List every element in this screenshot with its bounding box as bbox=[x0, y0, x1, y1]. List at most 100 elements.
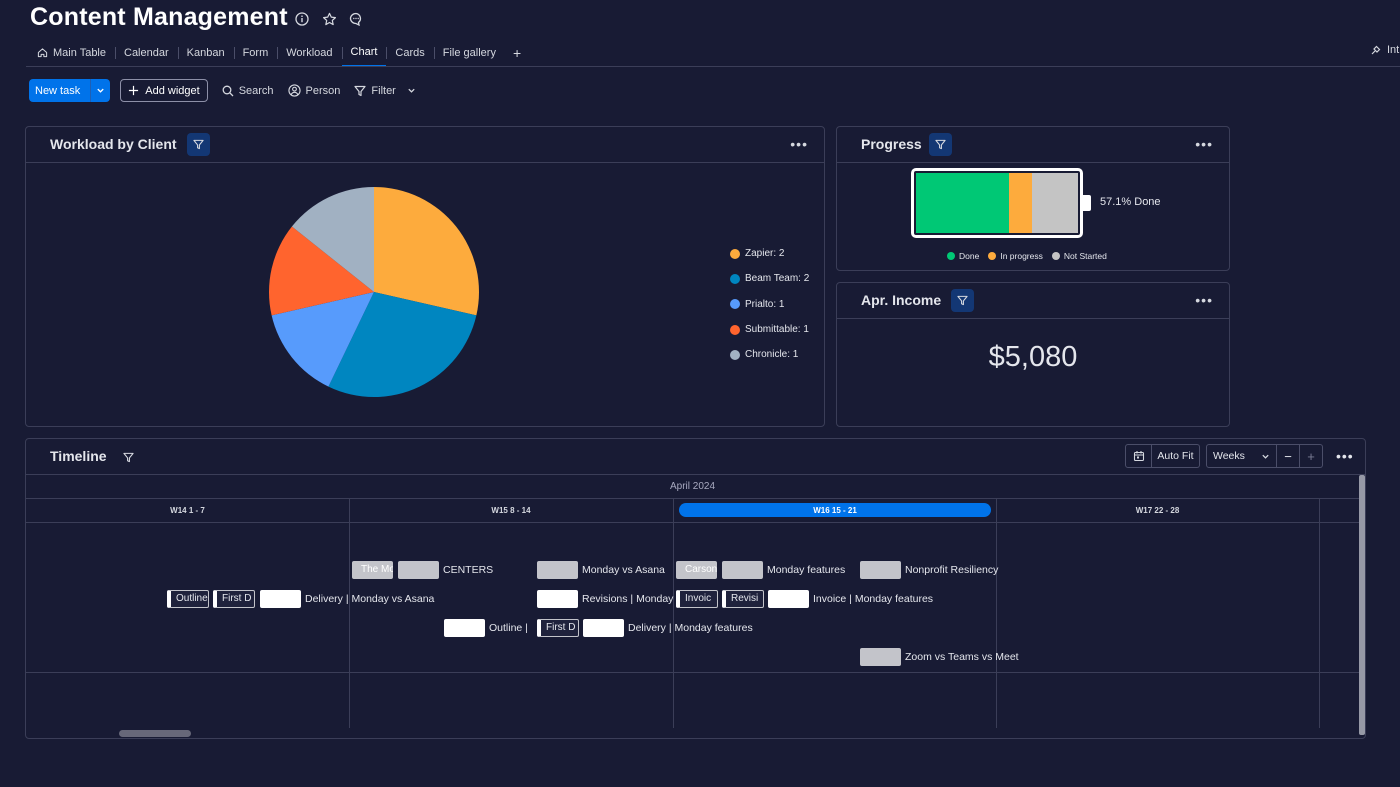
add-view-button[interactable]: + bbox=[512, 44, 522, 61]
tab-label: File gallery bbox=[442, 46, 496, 59]
pie-slice-prialto[interactable] bbox=[271, 292, 374, 387]
widget-filter-button[interactable] bbox=[951, 289, 974, 312]
tab-file-gallery[interactable]: File gallery bbox=[433, 38, 505, 67]
tab-cards[interactable]: Cards bbox=[386, 38, 433, 67]
week-divider bbox=[673, 499, 674, 728]
filter-icon bbox=[123, 452, 134, 463]
legend-swatch bbox=[947, 252, 955, 260]
filter-icon bbox=[957, 295, 968, 306]
widget-filter-button[interactable] bbox=[123, 450, 134, 468]
timeline-item-label[interactable]: Outline | bbox=[489, 622, 528, 634]
legend-swatch bbox=[730, 349, 740, 360]
widget-title: Timeline bbox=[50, 448, 107, 464]
timeline-item-chip[interactable] bbox=[537, 561, 578, 579]
income-value: $5,080 bbox=[988, 341, 1078, 373]
integrate-icon bbox=[1371, 45, 1381, 55]
auto-fit-button[interactable]: Auto Fit bbox=[1152, 444, 1200, 468]
integrate-button[interactable]: Int bbox=[1370, 44, 1399, 56]
timeline-item-label[interactable]: Delivery | Monday vs Asana bbox=[305, 593, 435, 605]
zoom-in-button[interactable]: + bbox=[1300, 444, 1323, 468]
filter-button[interactable]: Filter bbox=[354, 85, 415, 97]
legend-item: Zapier: 2 bbox=[730, 241, 809, 266]
plus-icon bbox=[129, 85, 139, 96]
info-icon[interactable] bbox=[293, 10, 311, 28]
tab-label: Workload bbox=[286, 46, 333, 59]
page-title: Content Management bbox=[30, 3, 288, 31]
tab-label: Kanban bbox=[186, 46, 225, 59]
tab-kanban[interactable]: Kanban bbox=[177, 38, 234, 67]
timeline-item-label[interactable]: Zoom vs Teams vs Meet bbox=[905, 651, 1019, 663]
legend-item: Submittable: 1 bbox=[730, 317, 809, 342]
timeline-item-label[interactable]: Revisions | Monday bbox=[582, 593, 674, 605]
add-widget-label: Add widget bbox=[145, 84, 200, 97]
progress-legend: Done In progress Not Started bbox=[947, 251, 1107, 261]
tab-workload[interactable]: Workload bbox=[277, 38, 341, 67]
timeline-item-chip[interactable] bbox=[860, 648, 901, 666]
star-icon[interactable] bbox=[320, 10, 338, 28]
timeline-item-chip[interactable]: The Mo bbox=[352, 561, 393, 579]
more-options-icon[interactable]: ••• bbox=[1336, 448, 1354, 464]
comment-icon[interactable] bbox=[347, 10, 365, 28]
tab-chart[interactable]: Chart bbox=[341, 38, 387, 67]
timeline-item-label[interactable]: Invoice | Monday features bbox=[813, 593, 934, 605]
timeline-item-label[interactable]: CENTERS bbox=[443, 564, 494, 576]
tab-main-table[interactable]: Main Table bbox=[28, 38, 115, 67]
widget-title: Progress bbox=[861, 136, 922, 152]
new-task-button[interactable]: New task bbox=[29, 79, 111, 102]
pie-slice-beam-team[interactable] bbox=[328, 292, 477, 397]
pie-slice-zapier[interactable] bbox=[374, 187, 479, 316]
chevron-down-icon[interactable] bbox=[407, 86, 416, 95]
battery-progress bbox=[911, 168, 1083, 238]
more-options-icon[interactable]: ••• bbox=[1195, 136, 1213, 152]
filter-icon bbox=[354, 85, 367, 96]
legend-item: Beam Team: 2 bbox=[730, 266, 809, 291]
more-options-icon[interactable]: ••• bbox=[790, 136, 808, 152]
horizontal-scrollbar[interactable] bbox=[119, 730, 191, 737]
legend-label: Beam Team: 2 bbox=[745, 273, 810, 285]
timeline-item-label[interactable]: Delivery | Monday features bbox=[628, 622, 753, 634]
timeline-item-chip[interactable]: First D bbox=[537, 619, 579, 637]
search-button[interactable]: Search bbox=[222, 85, 274, 97]
timeline-item-chip[interactable]: Revisi bbox=[722, 590, 764, 608]
timeline-item-chip[interactable] bbox=[722, 561, 763, 579]
legend-swatch bbox=[988, 252, 997, 260]
zoom-out-button[interactable]: − bbox=[1277, 444, 1300, 468]
week-header-current: W16 15 - 21 bbox=[679, 503, 991, 517]
widget-filter-button[interactable] bbox=[187, 133, 210, 156]
progress-in-progress-fill bbox=[1008, 173, 1032, 233]
today-button[interactable] bbox=[1125, 444, 1152, 468]
week-divider bbox=[996, 499, 997, 728]
timeline-item-chip[interactable] bbox=[860, 561, 901, 579]
tab-form[interactable]: Form bbox=[233, 38, 278, 67]
legend-swatch bbox=[730, 324, 740, 335]
battery-cap bbox=[1083, 195, 1091, 211]
scale-select[interactable]: Weeks bbox=[1206, 444, 1277, 468]
more-options-icon[interactable]: ••• bbox=[1195, 292, 1213, 308]
timeline-item-chip[interactable]: Invoic bbox=[676, 590, 718, 608]
timeline-item-chip[interactable] bbox=[398, 561, 439, 579]
vertical-scrollbar[interactable] bbox=[1359, 475, 1365, 735]
timeline-item-label[interactable]: Nonprofit Resiliency bbox=[905, 564, 999, 576]
new-task-label: New task bbox=[35, 84, 81, 97]
timeline-item-chip[interactable]: Carson bbox=[676, 561, 717, 579]
legend-swatch bbox=[730, 248, 740, 259]
timeline-item-chip[interactable]: Outline bbox=[167, 590, 209, 608]
timeline-item-chip[interactable] bbox=[444, 619, 485, 637]
timeline-item-chip[interactable] bbox=[537, 590, 578, 608]
pie-slice-submittable[interactable] bbox=[269, 226, 374, 316]
tab-calendar[interactable]: Calendar bbox=[115, 38, 178, 67]
add-widget-button[interactable]: Add widget bbox=[120, 79, 208, 102]
pie-slice-chronicle[interactable] bbox=[291, 187, 374, 292]
timeline-item-chip[interactable] bbox=[583, 619, 624, 637]
person-filter-button[interactable]: Person bbox=[287, 84, 340, 97]
widget-filter-button[interactable] bbox=[929, 133, 952, 156]
income-widget: Apr. Income ••• $5,080 bbox=[836, 282, 1230, 427]
timeline-item-label[interactable]: Monday vs Asana bbox=[582, 564, 665, 576]
timeline-item-chip[interactable]: First D bbox=[213, 590, 255, 608]
chevron-down-icon[interactable] bbox=[90, 79, 110, 102]
timeline-item-chip[interactable] bbox=[768, 590, 809, 608]
timeline-month-header: April 2024 bbox=[26, 475, 1359, 499]
timeline-item-label[interactable]: Monday features bbox=[767, 564, 846, 576]
widget-title: Apr. Income bbox=[861, 292, 942, 308]
timeline-item-chip[interactable] bbox=[260, 590, 301, 608]
